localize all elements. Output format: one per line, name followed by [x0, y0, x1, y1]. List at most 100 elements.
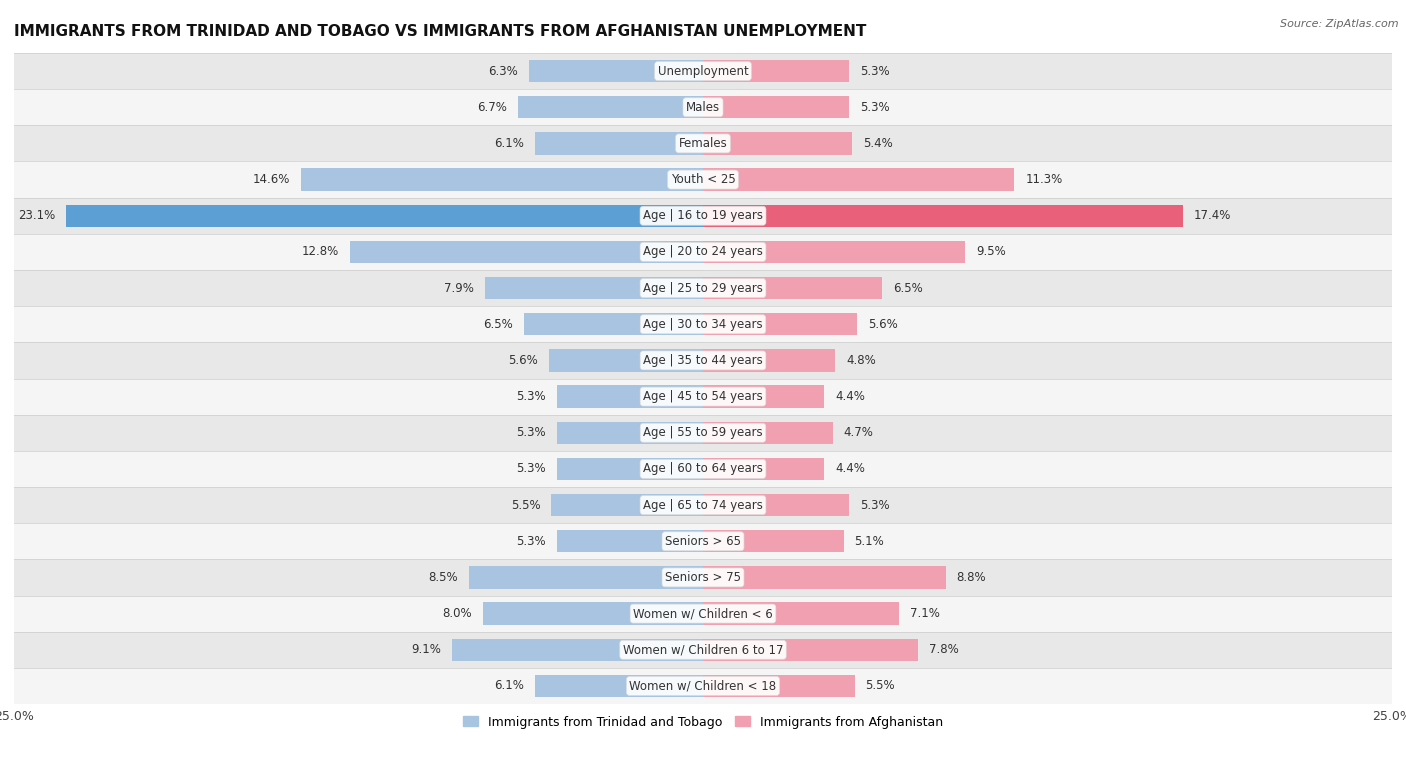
Bar	[14, 451, 1392, 487]
Text: Age | 45 to 54 years: Age | 45 to 54 years	[643, 390, 763, 403]
Text: Women w/ Children 6 to 17: Women w/ Children 6 to 17	[623, 643, 783, 656]
Bar	[14, 53, 1392, 89]
Bar	[14, 234, 1392, 270]
Text: 5.3%: 5.3%	[516, 463, 546, 475]
Text: Seniors > 65: Seniors > 65	[665, 534, 741, 548]
Bar	[557, 422, 703, 444]
Text: Age | 55 to 59 years: Age | 55 to 59 years	[643, 426, 763, 439]
Bar	[703, 168, 1014, 191]
Text: 6.3%: 6.3%	[489, 64, 519, 77]
Text: 5.6%: 5.6%	[508, 354, 537, 367]
Bar	[14, 668, 1392, 704]
Bar	[14, 523, 1392, 559]
Text: 7.1%: 7.1%	[910, 607, 939, 620]
Text: 4.4%: 4.4%	[835, 390, 865, 403]
Text: 4.4%: 4.4%	[835, 463, 865, 475]
Bar	[703, 639, 918, 661]
Text: 8.8%: 8.8%	[956, 571, 986, 584]
Bar	[703, 241, 965, 263]
Bar	[519, 96, 703, 118]
Bar	[534, 132, 703, 154]
Text: Age | 35 to 44 years: Age | 35 to 44 years	[643, 354, 763, 367]
Bar	[534, 674, 703, 697]
Bar	[548, 349, 703, 372]
Text: 5.3%: 5.3%	[860, 499, 890, 512]
Bar	[551, 494, 703, 516]
Text: IMMIGRANTS FROM TRINIDAD AND TOBAGO VS IMMIGRANTS FROM AFGHANISTAN UNEMPLOYMENT: IMMIGRANTS FROM TRINIDAD AND TOBAGO VS I…	[14, 24, 866, 39]
Bar	[703, 566, 945, 589]
Bar	[703, 204, 1182, 227]
Bar	[14, 559, 1392, 596]
Bar	[703, 132, 852, 154]
Bar	[14, 306, 1392, 342]
Bar	[468, 566, 703, 589]
Bar	[703, 313, 858, 335]
Text: 23.1%: 23.1%	[18, 209, 55, 223]
Bar	[453, 639, 703, 661]
Text: 6.5%: 6.5%	[484, 318, 513, 331]
Text: 5.3%: 5.3%	[860, 64, 890, 77]
Text: 6.1%: 6.1%	[494, 137, 524, 150]
Text: 9.5%: 9.5%	[976, 245, 1005, 258]
Text: Youth < 25: Youth < 25	[671, 173, 735, 186]
Text: 6.5%: 6.5%	[893, 282, 922, 294]
Bar	[703, 458, 824, 480]
Bar	[703, 530, 844, 553]
Text: Age | 60 to 64 years: Age | 60 to 64 years	[643, 463, 763, 475]
Text: 14.6%: 14.6%	[252, 173, 290, 186]
Bar	[14, 270, 1392, 306]
Bar	[557, 530, 703, 553]
Text: Females: Females	[679, 137, 727, 150]
Bar	[14, 342, 1392, 378]
Bar	[14, 487, 1392, 523]
Bar	[14, 378, 1392, 415]
Text: Age | 25 to 29 years: Age | 25 to 29 years	[643, 282, 763, 294]
Bar	[703, 277, 882, 299]
Bar	[530, 60, 703, 83]
Bar	[14, 89, 1392, 126]
Bar	[557, 458, 703, 480]
Bar	[703, 96, 849, 118]
Bar	[14, 596, 1392, 631]
Text: 6.7%: 6.7%	[478, 101, 508, 114]
Bar	[350, 241, 703, 263]
Text: 17.4%: 17.4%	[1194, 209, 1230, 223]
Text: 4.7%: 4.7%	[844, 426, 873, 439]
Bar	[703, 422, 832, 444]
Text: 8.5%: 8.5%	[427, 571, 458, 584]
Text: Women w/ Children < 18: Women w/ Children < 18	[630, 680, 776, 693]
Text: Women w/ Children < 6: Women w/ Children < 6	[633, 607, 773, 620]
Bar	[703, 603, 898, 625]
Bar	[703, 349, 835, 372]
Text: 5.5%: 5.5%	[510, 499, 540, 512]
Text: 5.3%: 5.3%	[516, 426, 546, 439]
Bar	[14, 126, 1392, 161]
Text: 5.6%: 5.6%	[869, 318, 898, 331]
Text: Age | 20 to 24 years: Age | 20 to 24 years	[643, 245, 763, 258]
Text: 5.3%: 5.3%	[516, 390, 546, 403]
Text: 7.8%: 7.8%	[929, 643, 959, 656]
Bar	[14, 161, 1392, 198]
Text: 5.5%: 5.5%	[866, 680, 896, 693]
Text: Seniors > 75: Seniors > 75	[665, 571, 741, 584]
Text: 5.4%: 5.4%	[863, 137, 893, 150]
Text: Unemployment: Unemployment	[658, 64, 748, 77]
Text: 11.3%: 11.3%	[1025, 173, 1063, 186]
Bar	[66, 204, 703, 227]
Text: Age | 16 to 19 years: Age | 16 to 19 years	[643, 209, 763, 223]
Bar	[703, 494, 849, 516]
Text: 5.3%: 5.3%	[860, 101, 890, 114]
Bar	[524, 313, 703, 335]
Text: 8.0%: 8.0%	[441, 607, 471, 620]
Text: Source: ZipAtlas.com: Source: ZipAtlas.com	[1281, 19, 1399, 29]
Text: 5.3%: 5.3%	[516, 534, 546, 548]
Bar	[703, 60, 849, 83]
Text: 12.8%: 12.8%	[302, 245, 339, 258]
Text: Age | 30 to 34 years: Age | 30 to 34 years	[643, 318, 763, 331]
Text: Males: Males	[686, 101, 720, 114]
Legend: Immigrants from Trinidad and Tobago, Immigrants from Afghanistan: Immigrants from Trinidad and Tobago, Imm…	[458, 711, 948, 734]
Bar	[14, 198, 1392, 234]
Text: Age | 65 to 74 years: Age | 65 to 74 years	[643, 499, 763, 512]
Bar	[482, 603, 703, 625]
Text: 9.1%: 9.1%	[412, 643, 441, 656]
